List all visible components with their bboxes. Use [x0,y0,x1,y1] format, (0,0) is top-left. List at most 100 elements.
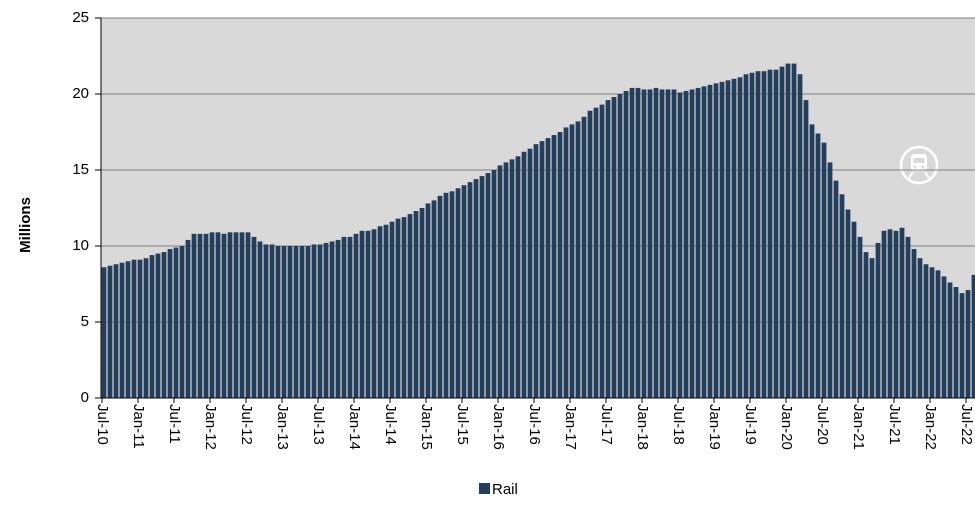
bar [575,121,581,399]
x-tick-label: Jan-21 [850,404,867,450]
bar [899,227,905,398]
x-tick-label: Jul-10 [94,404,111,445]
bar [323,242,329,398]
bar [887,229,893,398]
bar [365,230,371,398]
bar [479,176,485,398]
bar [359,230,365,398]
x-tick-label: Jul-14 [382,404,399,445]
train-icon [899,145,939,185]
bar [881,230,887,398]
bar [257,241,263,398]
bar [317,244,323,398]
legend-swatch [479,483,490,494]
bar [245,232,251,398]
bar [803,100,809,398]
bar [383,224,389,398]
bar [617,94,623,398]
bar [167,249,173,398]
bar [125,261,131,398]
bar [809,124,815,399]
bar [551,135,557,399]
bar [185,239,191,398]
bar [791,63,797,398]
bar [665,89,671,398]
bar [131,259,137,398]
bar [761,71,767,398]
bar [815,133,821,398]
bar [545,138,551,398]
bar [599,104,605,398]
bar [911,249,917,398]
bar [935,270,941,398]
bar [509,159,515,398]
bar [275,246,281,398]
bar [149,255,155,398]
bar [725,80,731,398]
bar [269,244,275,398]
bar [179,246,185,398]
x-tick-label: Jul-20 [814,404,831,445]
bar [647,89,653,398]
x-tick-label: Jan-22 [922,404,939,450]
legend-label: Rail [492,481,518,498]
bar [263,244,269,398]
bar [101,267,107,398]
bar [839,194,845,398]
bar [683,90,689,399]
bar [221,233,227,398]
bar [587,110,593,398]
bar [557,132,563,398]
bar [533,144,539,398]
bar [677,92,683,398]
bar [623,90,629,399]
bar [731,78,737,399]
bar [695,87,701,399]
bar [239,232,245,398]
y-tick-label: 5 [81,313,89,330]
x-tick-label: Jan-20 [778,404,795,450]
bar [719,81,725,398]
bar [371,229,377,398]
bar [515,156,521,398]
bar [917,258,923,398]
bar [701,86,707,399]
bar [605,100,611,398]
bar [395,218,401,398]
bar [905,236,911,398]
bar [311,244,317,398]
bar [539,141,545,398]
bar [749,72,755,398]
bar [431,200,437,398]
bar [941,276,947,398]
y-tick-label: 0 [81,389,89,406]
bar [635,87,641,399]
bar [929,267,935,398]
bar [767,69,773,399]
bar [821,142,827,398]
bar [341,236,347,398]
x-tick-label: Jul-17 [598,404,615,445]
bar [113,264,119,398]
bar [875,242,881,398]
bar [143,258,149,398]
bar [737,77,743,398]
x-tick-label: Jan-12 [202,404,219,450]
bar [569,124,575,399]
bar [857,236,863,398]
x-tick-label: Jan-13 [274,404,291,450]
bar [527,148,533,398]
bar [425,203,431,398]
bar [785,63,791,398]
x-tick-label: Jul-21 [886,404,903,445]
bar [299,246,305,398]
bar [503,162,509,398]
bar [491,170,497,398]
bar [155,253,161,398]
x-tick-label: Jan-18 [634,404,651,450]
bar [851,221,857,398]
bar [521,151,527,398]
bar [197,233,203,398]
x-tick-label: Jul-12 [238,404,255,445]
bar [581,116,587,399]
